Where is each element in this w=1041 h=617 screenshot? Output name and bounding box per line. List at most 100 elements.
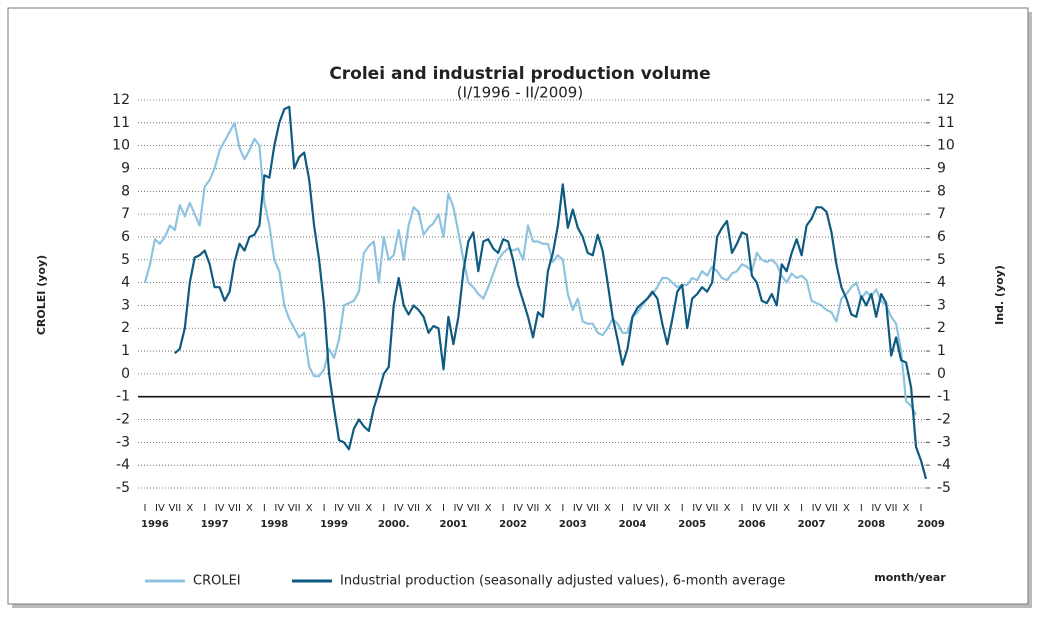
x-tick-label: VII [706, 503, 719, 514]
x-tick-label: X [425, 503, 432, 514]
x-tick-label: I [203, 503, 206, 514]
x-tick-label: IV [692, 503, 702, 514]
x-tick-label: I [800, 503, 803, 514]
x-tick-label: IV [453, 503, 463, 514]
y-tick-label: 3 [121, 297, 130, 313]
y2-tick-label: 0 [937, 366, 946, 382]
x-tick-label: X [186, 503, 193, 514]
x-tick-label: VII [825, 503, 838, 514]
y-tick-label: -2 [116, 412, 130, 428]
x-tick-label: I [860, 503, 863, 514]
x-tick-label: VII [348, 503, 361, 514]
y-tick-label: -5 [116, 480, 130, 496]
x-axis-label: month/year [874, 571, 946, 584]
x-tick-label: IV [633, 503, 643, 514]
year-label: 2005 [678, 519, 706, 530]
year-label: 2001 [439, 519, 467, 530]
x-tick-label: IV [752, 503, 762, 514]
x-tick-label: VII [646, 503, 659, 514]
year-label: 1999 [320, 519, 348, 530]
x-tick-label: I [144, 503, 147, 514]
y2-tick-label: 7 [937, 206, 946, 222]
y-tick-label: -1 [116, 389, 130, 405]
y2-tick-label: 1 [937, 343, 946, 359]
x-tick-label: X [783, 503, 790, 514]
y2-tick-label: 5 [937, 252, 946, 268]
y-tick-label: 7 [121, 206, 130, 222]
x-tick-label: X [903, 503, 910, 514]
legend-label: CROLEI [193, 574, 241, 589]
x-tick-label: X [664, 503, 671, 514]
y-tick-label: 12 [112, 92, 130, 108]
y-tick-label: 5 [121, 252, 130, 268]
x-tick-label: X [306, 503, 313, 514]
y2-axis-label: Ind. (yoy) [993, 265, 1006, 325]
x-tick-label: VII [168, 503, 181, 514]
x-tick-label: IV [812, 503, 822, 514]
chart-subtitle: (I/1996 - II/2009) [457, 84, 583, 102]
x-tick-label: IV [334, 503, 344, 514]
x-tick-label: IV [274, 503, 284, 514]
y-tick-label: 1 [121, 343, 130, 359]
y2-tick-label: -4 [937, 457, 951, 473]
year-label: 2008 [857, 519, 885, 530]
y2-tick-label: 11 [937, 115, 955, 131]
x-tick-label: VII [885, 503, 898, 514]
x-tick-label: IV [155, 503, 165, 514]
x-tick-label: I [621, 503, 624, 514]
y2-tick-label: -3 [937, 434, 951, 450]
y2-tick-label: -2 [937, 412, 951, 428]
y-tick-label: 11 [112, 115, 130, 131]
year-label: 2000. [378, 519, 410, 530]
x-tick-label: VII [586, 503, 599, 514]
x-tick-label: VII [407, 503, 420, 514]
x-tick-label: VII [765, 503, 778, 514]
year-label: 2003 [559, 519, 587, 530]
x-tick-label: I [920, 503, 923, 514]
y-tick-label: 6 [121, 229, 130, 245]
x-tick-label: I [382, 503, 385, 514]
y-tick-label: -3 [116, 434, 130, 450]
x-tick-label: X [544, 503, 551, 514]
x-tick-label: VII [228, 503, 241, 514]
y-tick-label: 10 [112, 138, 130, 154]
y2-tick-label: 8 [937, 183, 946, 199]
year-label: 2002 [499, 519, 527, 530]
y-axis-label: CROLEI (yoy) [35, 255, 48, 335]
x-tick-label: X [365, 503, 372, 514]
y-tick-label: 2 [121, 320, 130, 336]
y-tick-label: 9 [121, 160, 130, 176]
x-tick-label: I [561, 503, 564, 514]
x-tick-label: I [681, 503, 684, 514]
y-tick-label: 0 [121, 366, 130, 382]
x-tick-label: X [843, 503, 850, 514]
y2-tick-label: 10 [937, 138, 955, 154]
x-tick-label: IV [394, 503, 404, 514]
y2-tick-label: 4 [937, 275, 946, 291]
year-label: 2009 [917, 519, 945, 530]
year-label: 2007 [798, 519, 826, 530]
y2-tick-label: 2 [937, 320, 946, 336]
x-tick-label: IV [573, 503, 583, 514]
y-tick-label: 4 [121, 275, 130, 291]
y2-tick-label: 6 [937, 229, 946, 245]
y-tick-label: -4 [116, 457, 130, 473]
x-tick-label: I [740, 503, 743, 514]
series-line [143, 121, 917, 416]
x-tick-label: X [724, 503, 731, 514]
y2-tick-label: -5 [937, 480, 951, 496]
x-tick-label: VII [467, 503, 480, 514]
x-tick-label: I [263, 503, 266, 514]
y2-tick-label: -1 [937, 389, 951, 405]
x-tick-label: IV [513, 503, 523, 514]
x-tick-label: X [604, 503, 611, 514]
series-line [174, 105, 928, 480]
legend-label: Industrial production (seasonally adjust… [340, 574, 785, 589]
chart-title: Crolei and industrial production volume [329, 64, 710, 84]
year-label: 1997 [201, 519, 229, 530]
x-tick-label: IV [215, 503, 225, 514]
x-tick-label: IV [871, 503, 881, 514]
x-tick-label: X [246, 503, 253, 514]
year-label: 1996 [141, 519, 169, 530]
